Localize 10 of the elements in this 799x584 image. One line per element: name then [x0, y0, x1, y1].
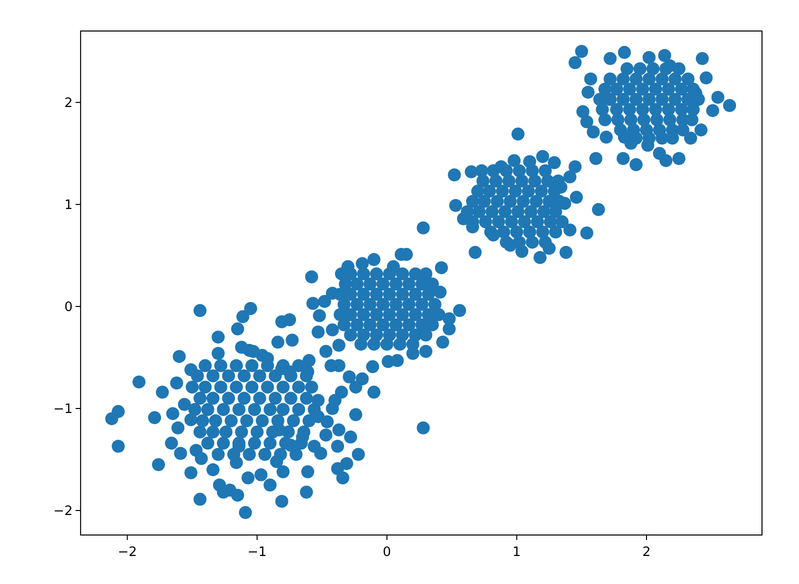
y-tick-label: 2: [64, 96, 73, 111]
x-tick-label: 1: [512, 545, 521, 560]
y-tick-label: −2: [53, 504, 73, 520]
y-tick-label: 1: [64, 198, 73, 213]
y-tick-label: 0: [64, 300, 73, 316]
x-tick-label: 0: [382, 545, 392, 560]
y-tick-label: −1: [53, 402, 73, 418]
x-tick-label: −2: [118, 545, 137, 560]
x-tick-label: 2: [642, 545, 651, 560]
x-tick-label: −1: [248, 545, 267, 560]
